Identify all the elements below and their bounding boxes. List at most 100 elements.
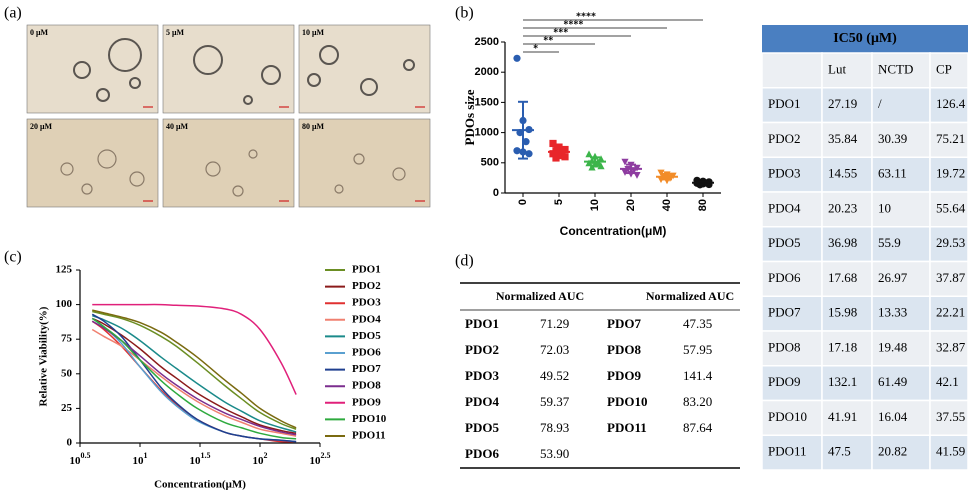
cell (307, 73, 321, 87)
image-label: 5 μM (166, 28, 185, 37)
table-cell (761, 399, 823, 436)
curve (91, 328, 297, 437)
cell-value: 36.98 (828, 235, 857, 250)
cell-value: 87.64 (683, 420, 713, 435)
panel-label: (d) (455, 253, 474, 270)
table-cell (821, 121, 873, 158)
cell (360, 78, 378, 96)
cell (96, 88, 110, 102)
y-tick-label: 100 (56, 298, 73, 310)
x-tick-label: 102.5 (310, 451, 331, 466)
micrograph (162, 118, 295, 208)
cell (392, 167, 406, 181)
cell-value: 47.35 (683, 316, 712, 331)
row-label: PDO5 (768, 235, 801, 250)
legend-label: PDO11 (352, 430, 386, 442)
table-cell (929, 260, 969, 297)
image-label: 10 μM (302, 28, 325, 37)
cell-value: 55.9 (878, 235, 901, 250)
curve (91, 313, 297, 443)
data-point (657, 169, 665, 177)
data-point (588, 163, 596, 171)
legend-label: PDO2 (352, 280, 381, 292)
cell (232, 185, 244, 197)
table-cell (761, 121, 823, 158)
table-cell (871, 330, 931, 367)
x-tick-label: 40 (661, 199, 673, 211)
row-label: PDO6 (465, 446, 499, 461)
legend-label: PDO9 (352, 396, 381, 408)
x-tick-label: 20 (625, 199, 637, 211)
cell (73, 61, 91, 79)
y-tick-label: 2500 (475, 36, 499, 48)
cell-value: 17.68 (828, 270, 857, 285)
y-tick-label: 500 (481, 157, 499, 169)
data-point (597, 155, 605, 163)
cell-value: 78.93 (540, 420, 569, 435)
row-label: PDO4 (465, 394, 499, 409)
row-label: PDO3 (768, 166, 801, 181)
significance-label: ** (543, 35, 553, 46)
data-point (525, 150, 533, 158)
curve (92, 303, 297, 395)
y-tick-label: 125 (56, 264, 73, 276)
table-cell (871, 87, 931, 124)
cell-value: 37.55 (936, 409, 965, 424)
row-label: PDO2 (465, 342, 499, 357)
cell (60, 162, 74, 176)
data-point (549, 139, 557, 148)
column-header: Normalized AUC (496, 289, 584, 303)
y-tick-label: 2000 (475, 66, 499, 78)
table-cell (821, 434, 873, 471)
row-label: PDO9 (607, 368, 641, 383)
cell (97, 149, 117, 169)
row-label: PDO1 (465, 316, 499, 331)
data-point (585, 150, 593, 158)
legend-label: PDO10 (352, 413, 387, 425)
column-header: Normalized AUC (646, 289, 734, 303)
table-cell (821, 399, 873, 436)
legend-label: PDO6 (352, 347, 381, 359)
y-axis-label: Relative Viability(%) (38, 306, 50, 406)
x-tick-label: 80 (697, 199, 709, 211)
cell-value: 19.72 (936, 166, 965, 181)
table-cell (929, 87, 969, 124)
cell-value: 72.03 (540, 342, 569, 357)
panel-label: (b) (455, 5, 474, 22)
legend-label: PDO7 (352, 363, 381, 375)
table-cell (871, 434, 931, 471)
data-point (513, 54, 521, 62)
y-tick-label: 1500 (475, 96, 499, 108)
cell-value: 27.19 (828, 96, 857, 111)
cell-value: 10 (878, 200, 891, 215)
legend-label: PDO4 (352, 313, 381, 325)
row-label: PDO7 (607, 316, 641, 331)
y-tick-label: 25 (61, 402, 73, 414)
row-label: PDO3 (465, 368, 499, 383)
image-label: 80 μM (302, 122, 325, 131)
image-label: 20 μM (30, 122, 53, 131)
data-point (552, 154, 560, 162)
y-axis-label: PDOs size (462, 89, 477, 145)
cell-value: 55.64 (936, 200, 966, 215)
curve (92, 310, 297, 430)
panel-label: (a) (4, 5, 22, 22)
data-point (513, 147, 521, 155)
x-tick-label: 10 (589, 199, 601, 211)
cell-value: 132.1 (828, 374, 857, 389)
cell-value: 41.59 (936, 444, 965, 459)
row-label: PDO8 (607, 342, 641, 357)
x-tick-label: 5 (553, 199, 565, 205)
data-point (621, 158, 629, 166)
column-header: CP (936, 61, 952, 76)
micrograph (298, 118, 431, 208)
cell-value: 20.23 (828, 200, 857, 215)
table-cell (761, 330, 823, 367)
cell-value: 26.97 (878, 270, 908, 285)
row-label: PDO5 (465, 420, 499, 435)
table-cell (871, 226, 931, 263)
column-header: Lut (828, 61, 846, 76)
data-point (561, 153, 569, 161)
cell-value: 14.55 (828, 166, 857, 181)
